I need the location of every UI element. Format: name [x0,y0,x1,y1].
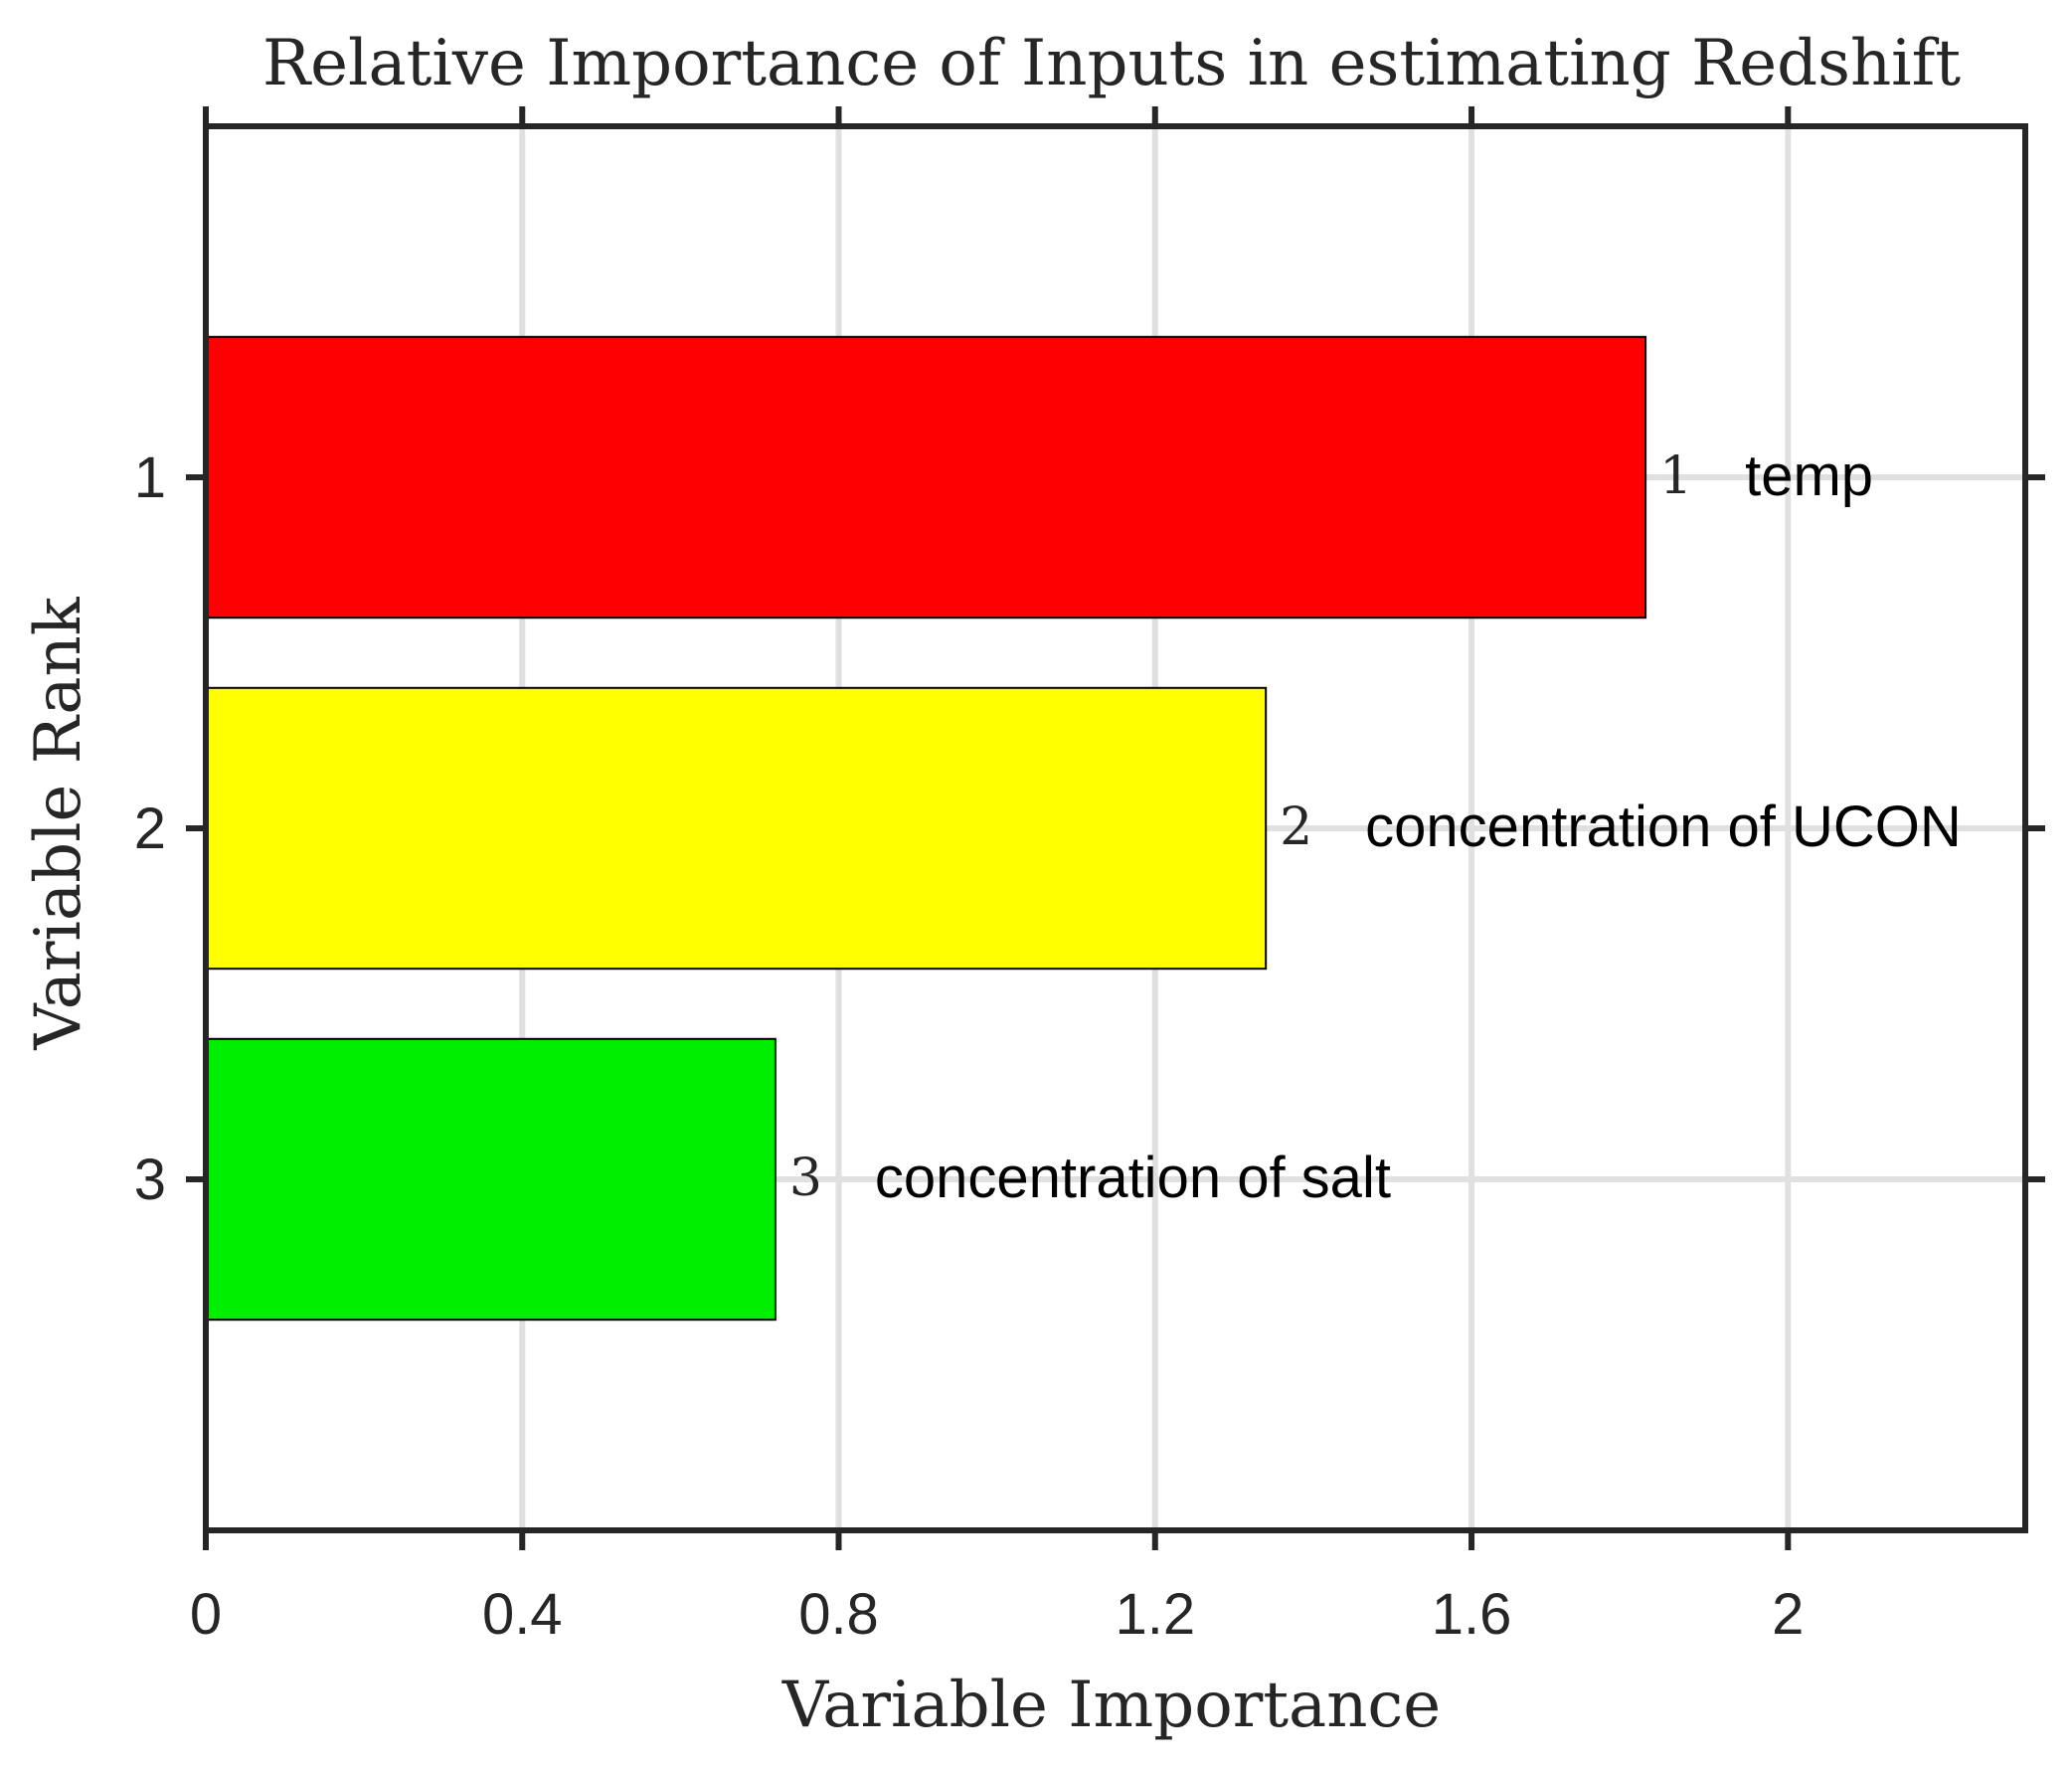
bar [205,1037,777,1322]
bar-variable-label: concentration of salt [875,1146,1391,1210]
bar [205,335,1647,619]
x-axis-label: Variable Importance [781,1669,1441,1742]
x-tick-label: 2 [1772,1582,1804,1647]
tick-layer: 0 0.4 0.8 1.2 1.6 2 1 2 3 [134,106,2045,1647]
x-tick-label: 0.4 [482,1582,563,1647]
bar-variable-label: temp [1745,443,1873,508]
bar [205,686,1268,971]
bar-rank-label: 2 [1280,797,1312,857]
label-layer: 1 temp 2 concentration of UCON 3 concentratio… [789,443,1962,1210]
y-tick-label: 1 [134,445,166,510]
x-tick-label: 0 [190,1582,222,1647]
y-tick-label: 2 [134,796,166,861]
x-tick-label: 1.6 [1432,1582,1512,1647]
chart-title: Relative Importance of Inputs in estimat… [262,27,1961,100]
x-tick-label: 0.8 [798,1582,879,1647]
bar-variable-label: concentration of UCON [1365,795,1962,859]
bar-layer [205,335,1647,1322]
bar-rank-label: 1 [1659,446,1692,506]
y-axis-label: Variable Rank [22,596,95,1050]
bar-rank-label: 3 [789,1149,822,1208]
x-tick-label: 1.2 [1115,1582,1195,1647]
y-tick-label: 3 [134,1148,166,1212]
